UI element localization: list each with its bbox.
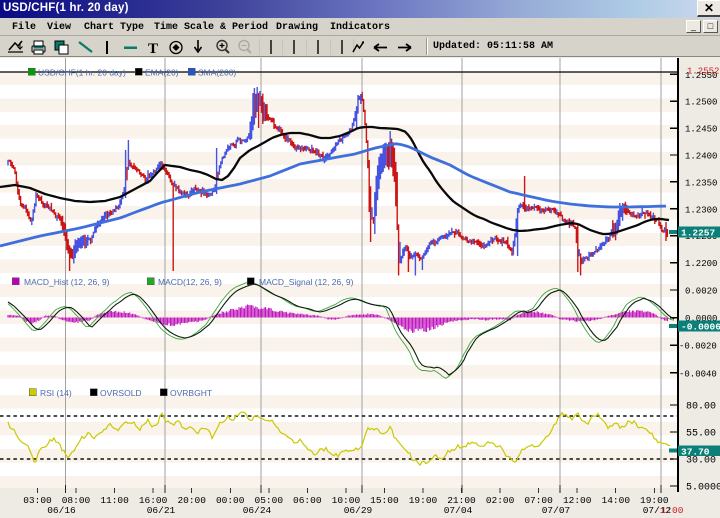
svg-text:1.2550: 1.2550 (685, 71, 717, 81)
svg-text:06/16: 06/16 (47, 505, 76, 516)
svg-text:1.2450: 1.2450 (685, 125, 717, 135)
svg-text:19:00: 19:00 (640, 495, 669, 506)
svg-text:00:00: 00:00 (216, 495, 245, 506)
svg-text:12:00: 12:00 (563, 495, 592, 506)
svg-text:OVRBGHT: OVRBGHT (170, 388, 212, 398)
svg-text:15:00: 15:00 (370, 495, 399, 506)
svg-text:USD/CHF(1 hr. 20 day): USD/CHF(1 hr. 20 day) (38, 68, 126, 78)
svg-text:MACD_Signal (12, 26, 9): MACD_Signal (12, 26, 9) (259, 277, 354, 287)
svg-text:1.2552: 1.2552 (687, 67, 719, 77)
svg-text:16:00: 16:00 (139, 495, 168, 506)
svg-text:06:00: 06:00 (293, 495, 322, 506)
svg-text:EMA(20): EMA(20) (145, 68, 179, 78)
svg-text:1.2200: 1.2200 (685, 259, 717, 269)
svg-text:-0.0020: -0.0020 (679, 342, 717, 352)
svg-text:07:00: 07:00 (524, 495, 553, 506)
svg-text:SMA(200): SMA(200) (198, 68, 236, 78)
svg-text:80.00: 80.00 (686, 402, 716, 413)
svg-text:14:00: 14:00 (602, 495, 631, 506)
svg-text:T: T (148, 41, 158, 57)
svg-text:20:00: 20:00 (177, 495, 206, 506)
svg-text:1.2400: 1.2400 (685, 152, 717, 162)
svg-text:05:00: 05:00 (255, 495, 284, 506)
svg-text:07/12: 07/12 (643, 505, 672, 516)
svg-text:MACD(12, 26, 9): MACD(12, 26, 9) (158, 277, 222, 287)
svg-text:08:00: 08:00 (62, 495, 91, 506)
svg-text:0.0020: 0.0020 (685, 287, 717, 297)
svg-text:10:00: 10:00 (332, 495, 361, 506)
svg-text:37.70: 37.70 (681, 446, 710, 457)
svg-text:55.00: 55.00 (686, 429, 716, 440)
svg-text:21:00: 21:00 (447, 495, 476, 506)
svg-text:MACD_Hist (12, 26, 9): MACD_Hist (12, 26, 9) (24, 277, 110, 287)
svg-text:30.00: 30.00 (686, 456, 716, 467)
svg-text:-0.0040: -0.0040 (679, 369, 717, 379)
svg-text:1.2350: 1.2350 (685, 178, 717, 188)
svg-text:02:00: 02:00 (486, 495, 515, 506)
svg-text:07/07: 07/07 (542, 505, 571, 516)
svg-text:06/24: 06/24 (243, 505, 272, 516)
svg-text:1:00: 1:00 (661, 505, 684, 516)
svg-text:1.2300: 1.2300 (685, 205, 717, 215)
svg-text:06/29: 06/29 (344, 505, 373, 516)
svg-text:06/21: 06/21 (147, 505, 176, 516)
svg-text:1.2257: 1.2257 (681, 228, 716, 239)
svg-text:11:00: 11:00 (100, 495, 129, 506)
svg-text:-0.0006: -0.0006 (681, 322, 720, 333)
svg-text:OVRSOLD: OVRSOLD (100, 388, 142, 398)
svg-text:5.0000: 5.0000 (686, 483, 720, 494)
svg-text:0.0000: 0.0000 (685, 314, 717, 324)
svg-text:1.2500: 1.2500 (685, 98, 717, 108)
svg-text:RSI (14): RSI (14) (40, 388, 72, 398)
svg-text:03:00: 03:00 (23, 495, 52, 506)
svg-text:19:00: 19:00 (409, 495, 438, 506)
svg-text:07/04: 07/04 (444, 505, 473, 516)
